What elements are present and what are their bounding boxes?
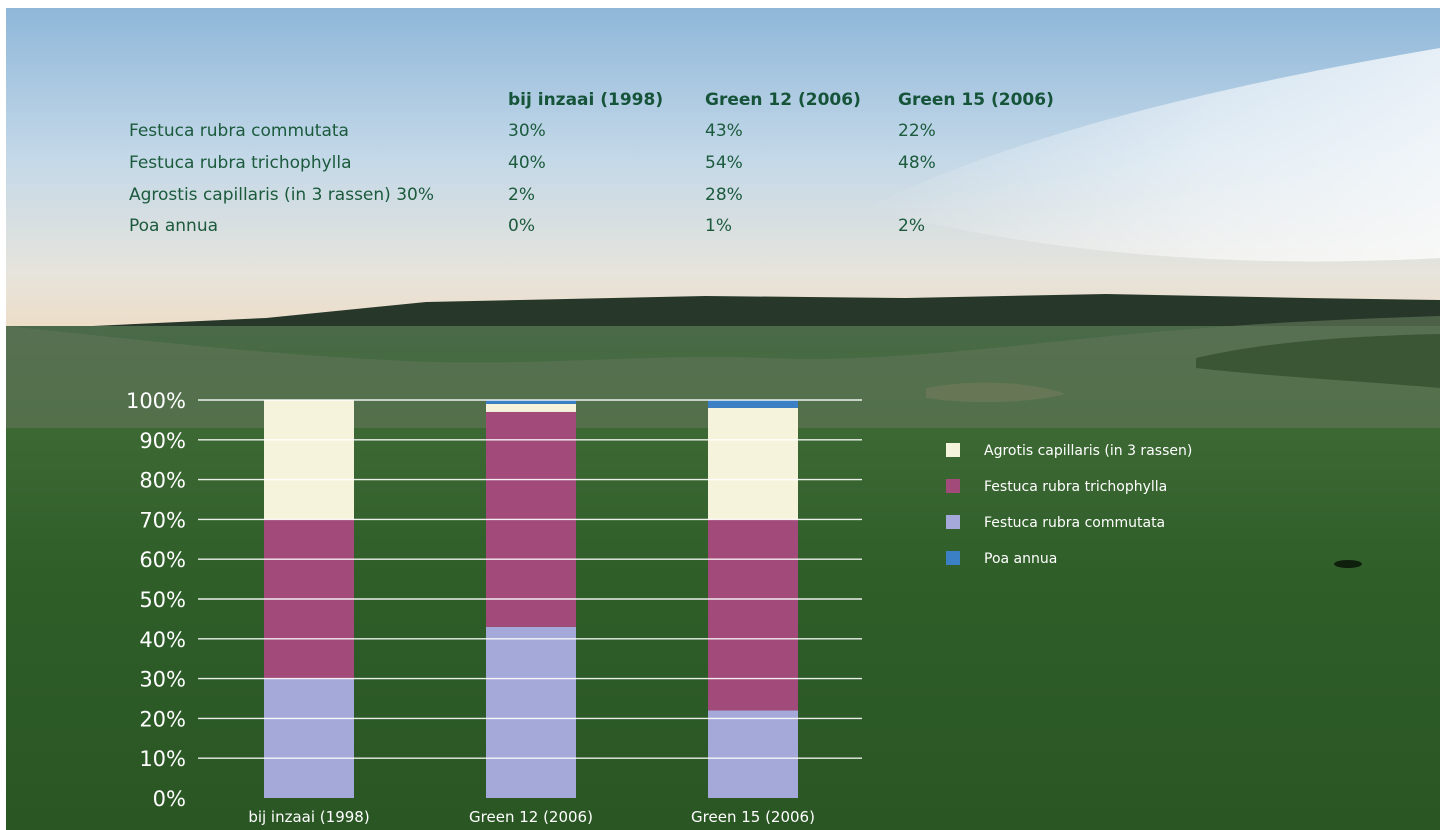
y-tick-label: 50%: [139, 588, 186, 612]
bar-segment: [708, 400, 798, 408]
x-category-label: bij inzaai (1998): [248, 808, 369, 826]
legend-label: Festuca rubra trichophylla: [984, 479, 1167, 495]
golf-course-photo-background: [6, 8, 1440, 830]
legend-swatch: [946, 515, 960, 529]
bar-segment: [708, 407, 798, 520]
bar-segment: [486, 626, 576, 798]
bar-segment: [486, 403, 576, 412]
table-header-col-3: Green 15 (2006): [898, 90, 1054, 110]
table-cell: 28%: [705, 185, 743, 205]
table-header-col-1: bij inzaai (1998): [508, 90, 664, 110]
bar-segment: [708, 519, 798, 711]
y-tick-label: 80%: [139, 469, 186, 493]
y-tick-label: 70%: [139, 508, 186, 532]
stacked-bar-chart: 0% 10% 20% 30% 40% 50% 60% 70% 80% 90% 100% bij in…: [126, 389, 1192, 826]
legend-swatch: [946, 443, 960, 457]
table-cell: 1%: [705, 216, 732, 236]
y-tick-label: 100%: [126, 389, 186, 413]
bar-segment: [486, 400, 576, 404]
bar-segment: [708, 710, 798, 798]
chart-panel: bij inzaai (1998) Green 12 (2006) Green …: [6, 8, 1440, 830]
table-row-label: Agrostis capillaris (in 3 rassen) 30%: [129, 185, 434, 205]
x-category-label: Green 12 (2006): [469, 808, 593, 826]
y-tick-label: 60%: [139, 548, 186, 572]
y-tick-label: 10%: [139, 747, 186, 771]
bar-segment: [264, 400, 354, 520]
table-cell: 22%: [898, 121, 936, 141]
table-cell: 48%: [898, 153, 936, 173]
y-tick-label: 40%: [139, 628, 186, 652]
table-cell: 2%: [898, 216, 925, 236]
table-cell: 2%: [508, 185, 535, 205]
y-tick-label: 20%: [139, 707, 186, 731]
table-cell: 40%: [508, 153, 546, 173]
legend-swatch: [946, 551, 960, 565]
y-tick-label: 90%: [139, 429, 186, 453]
table-row-label: Festuca rubra commutata: [129, 121, 349, 141]
table-cell: 30%: [508, 121, 546, 141]
bar-segment: [264, 678, 354, 798]
y-tick-label: 0%: [153, 787, 186, 811]
y-tick-label: 30%: [139, 668, 186, 692]
table-row-label: Festuca rubra trichophylla: [129, 153, 352, 173]
legend-label: Festuca rubra commutata: [984, 515, 1165, 531]
table-cell: 0%: [508, 216, 535, 236]
legend-swatch: [946, 479, 960, 493]
table-cell: 43%: [705, 121, 743, 141]
legend-label: Poa annua: [984, 551, 1057, 567]
x-category-label: Green 15 (2006): [691, 808, 815, 826]
table-header-col-2: Green 12 (2006): [705, 90, 861, 110]
table-row-label: Poa annua: [129, 216, 219, 236]
legend-label: Agrotis capillaris (in 3 rassen): [984, 443, 1192, 459]
table-cell: 54%: [705, 153, 743, 173]
